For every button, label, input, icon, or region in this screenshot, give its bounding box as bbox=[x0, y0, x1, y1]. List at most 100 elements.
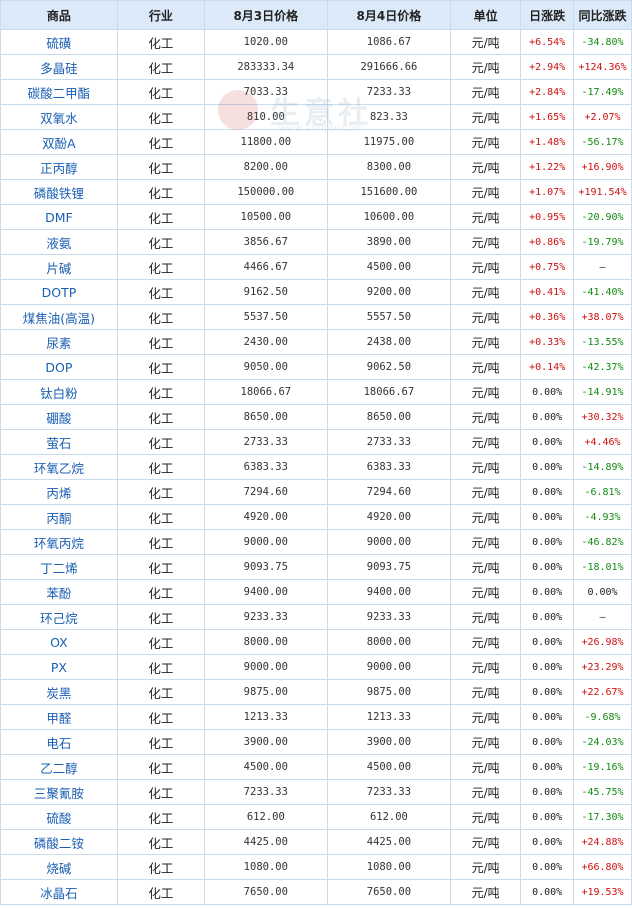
product-name-link[interactable]: 双氧水 bbox=[0, 104, 118, 130]
yoy-change-cell: +4.46% bbox=[573, 429, 632, 455]
table-row: 环己烷 化工 9233.33 9233.33 元/吨 0.00% — bbox=[0, 604, 632, 630]
product-name-link[interactable]: 正丙醇 bbox=[0, 154, 118, 180]
price-aug4-cell: 7233.33 bbox=[326, 79, 451, 105]
industry-cell: 化工 bbox=[116, 829, 205, 855]
industry-cell: 化工 bbox=[116, 454, 205, 480]
product-name-link[interactable]: 钛白粉 bbox=[0, 379, 118, 405]
product-name-link[interactable]: 碳酸二甲酯 bbox=[0, 79, 118, 105]
industry-cell: 化工 bbox=[116, 704, 205, 730]
price-aug3-cell: 10500.00 bbox=[203, 204, 328, 230]
table-row: 三聚氰胺 化工 7233.33 7233.33 元/吨 0.00% -45.75% bbox=[0, 779, 632, 805]
price-aug3-cell: 1080.00 bbox=[203, 854, 328, 880]
price-aug4-cell: 8000.00 bbox=[326, 629, 451, 655]
product-name-link[interactable]: 液氨 bbox=[0, 229, 118, 255]
product-name-link[interactable]: OX bbox=[0, 629, 118, 655]
industry-cell: 化工 bbox=[116, 304, 205, 330]
header-daily-change: 日涨跌 bbox=[520, 0, 575, 30]
table-row: 丙烯 化工 7294.60 7294.60 元/吨 0.00% -6.81% bbox=[0, 479, 632, 505]
yoy-change-cell: +24.88% bbox=[573, 829, 632, 855]
product-name-link[interactable]: 丙烯 bbox=[0, 479, 118, 505]
price-aug3-cell: 810.00 bbox=[203, 104, 328, 130]
daily-change-cell: 0.00% bbox=[520, 679, 575, 705]
product-name-link[interactable]: 煤焦油(高温) bbox=[0, 304, 118, 330]
industry-cell: 化工 bbox=[116, 554, 205, 580]
daily-change-cell: 0.00% bbox=[520, 854, 575, 880]
unit-cell: 元/吨 bbox=[449, 779, 522, 805]
product-name-link[interactable]: 硼酸 bbox=[0, 404, 118, 430]
product-name-link[interactable]: 硫酸 bbox=[0, 804, 118, 830]
table-row: 乙二醇 化工 4500.00 4500.00 元/吨 0.00% -19.16% bbox=[0, 754, 632, 780]
price-aug3-cell: 4500.00 bbox=[203, 754, 328, 780]
price-aug4-cell: 9875.00 bbox=[326, 679, 451, 705]
product-name-link[interactable]: 炭黑 bbox=[0, 679, 118, 705]
daily-change-cell: 0.00% bbox=[520, 629, 575, 655]
table-row: 双氧水 化工 810.00 823.33 元/吨 +1.65% +2.07% bbox=[0, 104, 632, 130]
unit-cell: 元/吨 bbox=[449, 579, 522, 605]
product-name-link[interactable]: PX bbox=[0, 654, 118, 680]
product-name-link[interactable]: 环氧乙烷 bbox=[0, 454, 118, 480]
product-name-link[interactable]: 三聚氰胺 bbox=[0, 779, 118, 805]
price-aug3-cell: 283333.34 bbox=[203, 54, 328, 80]
product-name-link[interactable]: DOTP bbox=[0, 279, 118, 305]
price-aug3-cell: 18066.67 bbox=[203, 379, 328, 405]
header-product: 商品 bbox=[0, 0, 118, 30]
daily-change-cell: 0.00% bbox=[520, 429, 575, 455]
daily-change-cell: 0.00% bbox=[520, 379, 575, 405]
unit-cell: 元/吨 bbox=[449, 854, 522, 880]
industry-cell: 化工 bbox=[116, 729, 205, 755]
price-aug4-cell: 2733.33 bbox=[326, 429, 451, 455]
product-name-link[interactable]: 片碱 bbox=[0, 254, 118, 280]
product-name-link[interactable]: 多晶硅 bbox=[0, 54, 118, 80]
price-aug4-cell: 3900.00 bbox=[326, 729, 451, 755]
product-name-link[interactable]: 烧碱 bbox=[0, 854, 118, 880]
product-name-link[interactable]: 苯酚 bbox=[0, 579, 118, 605]
product-name-link[interactable]: 丁二烯 bbox=[0, 554, 118, 580]
product-name-link[interactable]: 磷酸铁锂 bbox=[0, 179, 118, 205]
product-name-link[interactable]: 环己烷 bbox=[0, 604, 118, 630]
price-aug3-cell: 4920.00 bbox=[203, 504, 328, 530]
product-name-link[interactable]: 冰晶石 bbox=[0, 879, 118, 905]
price-aug3-cell: 9000.00 bbox=[203, 654, 328, 680]
product-name-link[interactable]: 硫磺 bbox=[0, 29, 118, 55]
product-name-link[interactable]: 丙酮 bbox=[0, 504, 118, 530]
product-name-link[interactable]: 电石 bbox=[0, 729, 118, 755]
table-row: 甲醛 化工 1213.33 1213.33 元/吨 0.00% -9.68% bbox=[0, 704, 632, 730]
table-row: 煤焦油(高温) 化工 5537.50 5557.50 元/吨 +0.36% +38.07% bbox=[0, 304, 632, 330]
price-aug4-cell: 9062.50 bbox=[326, 354, 451, 380]
unit-cell: 元/吨 bbox=[449, 54, 522, 80]
table-row: 多晶硅 化工 283333.34 291666.66 元/吨 +2.94% +124.36% bbox=[0, 54, 632, 80]
price-aug4-cell: 823.33 bbox=[326, 104, 451, 130]
product-name-link[interactable]: 尿素 bbox=[0, 329, 118, 355]
price-aug3-cell: 11800.00 bbox=[203, 129, 328, 155]
unit-cell: 元/吨 bbox=[449, 604, 522, 630]
product-name-link[interactable]: 磷酸二铵 bbox=[0, 829, 118, 855]
daily-change-cell: +1.65% bbox=[520, 104, 575, 130]
product-name-link[interactable]: DMF bbox=[0, 204, 118, 230]
price-aug4-cell: 1080.00 bbox=[326, 854, 451, 880]
table-row: 环氧乙烷 化工 6383.33 6383.33 元/吨 0.00% -14.89% bbox=[0, 454, 632, 480]
unit-cell: 元/吨 bbox=[449, 254, 522, 280]
product-name-link[interactable]: 环氧丙烷 bbox=[0, 529, 118, 555]
price-aug3-cell: 9400.00 bbox=[203, 579, 328, 605]
product-name-link[interactable]: 双酚A bbox=[0, 129, 118, 155]
yoy-change-cell: +2.07% bbox=[573, 104, 632, 130]
unit-cell: 元/吨 bbox=[449, 479, 522, 505]
industry-cell: 化工 bbox=[116, 54, 205, 80]
unit-cell: 元/吨 bbox=[449, 104, 522, 130]
product-name-link[interactable]: 乙二醇 bbox=[0, 754, 118, 780]
table-row: 硫酸 化工 612.00 612.00 元/吨 0.00% -17.30% bbox=[0, 804, 632, 830]
product-name-link[interactable]: 萤石 bbox=[0, 429, 118, 455]
yoy-change-cell: -24.03% bbox=[573, 729, 632, 755]
unit-cell: 元/吨 bbox=[449, 29, 522, 55]
daily-change-cell: 0.00% bbox=[520, 579, 575, 605]
price-aug3-cell: 9233.33 bbox=[203, 604, 328, 630]
industry-cell: 化工 bbox=[116, 404, 205, 430]
yoy-change-cell: — bbox=[573, 254, 632, 280]
price-aug4-cell: 5557.50 bbox=[326, 304, 451, 330]
table-row: 硫磺 化工 1020.00 1086.67 元/吨 +6.54% -34.80% bbox=[0, 29, 632, 55]
product-name-link[interactable]: 甲醛 bbox=[0, 704, 118, 730]
yoy-change-cell: -34.80% bbox=[573, 29, 632, 55]
product-name-link[interactable]: DOP bbox=[0, 354, 118, 380]
yoy-change-cell: +66.80% bbox=[573, 854, 632, 880]
price-aug4-cell: 4500.00 bbox=[326, 754, 451, 780]
